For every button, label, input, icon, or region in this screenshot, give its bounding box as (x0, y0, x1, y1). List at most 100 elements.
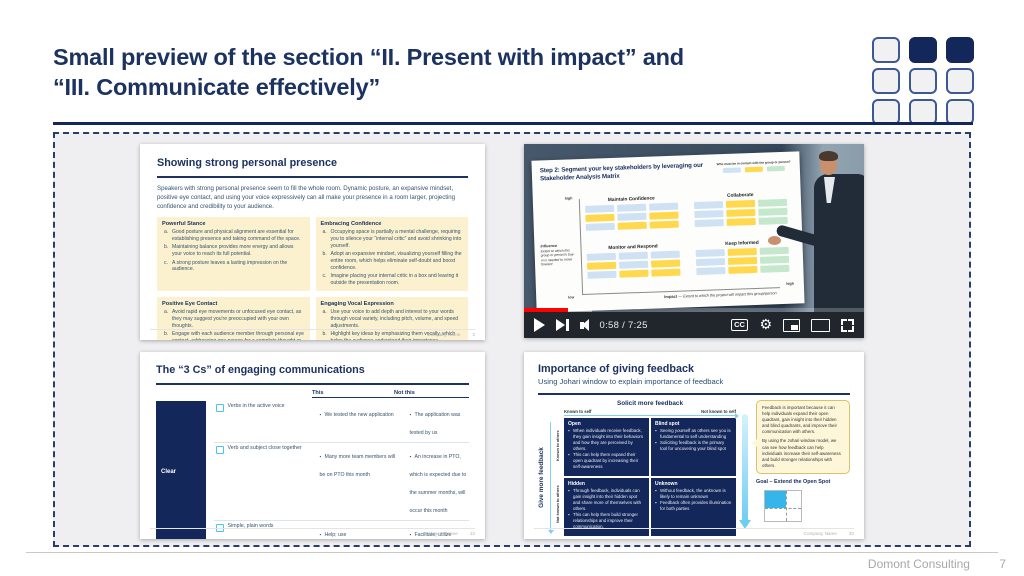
miniplayer-icon[interactable] (783, 318, 800, 332)
decor-square (909, 99, 937, 125)
item-text: Avoid rapid eye movements or unfocused e… (172, 309, 302, 329)
bullet: Many more team members will be on PTO th… (320, 454, 396, 478)
page-title: Small preview of the section “II. Presen… (53, 42, 823, 102)
company-name: Company Name (427, 332, 461, 337)
table-row: Verb and subject close together Many mor… (214, 441, 470, 520)
callout-paragraph: By using the Johari window model, we can… (762, 438, 841, 468)
feedback-subtitle: Using Johari window to explain importanc… (538, 377, 724, 386)
preview-presence-slide: Showing strong personal presence Speaker… (140, 144, 485, 340)
footer-page-number: 7 (999, 557, 1006, 571)
y-axis-title: Influence Extent to which this group or p… (540, 243, 575, 267)
matrix-quadrants: Maintain Confidence Collaborate Monitor … (581, 192, 794, 294)
decor-square-filled (909, 37, 937, 63)
play-icon[interactable] (534, 318, 545, 332)
legend-chip-blue (722, 167, 741, 174)
item-letter: b. (322, 251, 327, 258)
table-header: This Not this (156, 390, 469, 398)
solicit-more-feedback-label: Solicit more feedback (616, 399, 684, 407)
trait-cell: Simple, plain words (227, 523, 274, 530)
box-title: Engaging Vocal Expression (320, 301, 394, 308)
volume-icon[interactable] (579, 319, 589, 331)
item-text: Good posture and physical alignment are … (172, 229, 301, 242)
video-controls: 0:58 / 7:25 CC ⚙ (524, 312, 864, 338)
y-axis-low-label: low (568, 295, 575, 300)
video-progress-bar[interactable] (524, 308, 864, 312)
decor-square (872, 68, 900, 94)
list-item: a. Good posture and physical alignment ar… (162, 229, 305, 243)
list-item: b. Maintaining balance provides more ener… (162, 244, 305, 258)
video-frame: Step 2: Segment your key stakeholders by… (524, 144, 864, 312)
box-title: Powerful Stance (162, 221, 206, 228)
stakeholder-cards (581, 200, 683, 231)
preview-area: Showing strong personal presence Speaker… (53, 132, 971, 547)
preview-feedback-slide: Importance of giving feedback Using Joha… (524, 352, 864, 539)
item-text: Use your voice to add depth and interest… (330, 309, 459, 329)
column-header-this: This (312, 390, 394, 398)
video-player[interactable]: Step 2: Segment your key stakeholders by… (524, 144, 864, 338)
theater-mode-icon[interactable] (811, 318, 830, 332)
item-letter: b. (322, 331, 327, 338)
trait-cell: Verb and subject close together (227, 445, 302, 452)
quadrant-keep-informed: Keep Informed (691, 239, 794, 290)
checkbox-icon (216, 404, 224, 412)
not-known-to-self-label: Not known to self (701, 408, 736, 414)
item-letter: a. (164, 309, 169, 316)
grid-line (765, 507, 801, 509)
list-item: b. Highlight key ideas by emphasizing the… (321, 331, 464, 340)
quadrant-title: Hidden (568, 481, 585, 488)
item-letter: a. (322, 229, 327, 236)
decor-squares-grid (872, 37, 974, 125)
item-letter: b. (164, 331, 169, 338)
feedback-callout: Feedback is important because it can hel… (751, 399, 850, 475)
bullet: An increase in PTO, which is expected du… (410, 454, 467, 514)
bullet: Through feedback, individuals can gain i… (568, 488, 645, 512)
bullet: Facilitate; utilize (410, 532, 452, 538)
item-letter: a. (322, 309, 327, 316)
this-cell: Help; use (320, 523, 410, 539)
column-header-not-this: Not this (394, 390, 469, 398)
fullscreen-icon[interactable] (841, 318, 854, 332)
stakeholder-cards (583, 248, 685, 279)
captions-icon[interactable]: CC (730, 318, 749, 332)
johari-window: Give more feedback Known to others Not k… (538, 399, 850, 537)
list-item: c. A strong posture leaves a lasting impr… (162, 260, 305, 274)
quadrant-title: Unknown (655, 481, 678, 488)
item-text: Engage with each audience member through… (172, 331, 304, 340)
item-letter: b. (164, 244, 169, 251)
x-axis-label: Impact (664, 293, 678, 300)
known-to-others-label: Known to others (555, 430, 560, 461)
item-text: Adopt an expansive mindset, visualizing … (330, 251, 462, 271)
header-spacer (156, 390, 312, 398)
stakeholder-matrix: high low high Influence Extent to which t… (540, 192, 797, 309)
list-item: b. Engage with each audience member throu… (162, 331, 305, 340)
page-number: 32 (848, 531, 854, 536)
divider (538, 393, 850, 395)
settings-gear-icon[interactable]: ⚙ (759, 317, 772, 333)
give-more-feedback-label: Give more feedback (538, 446, 545, 508)
not-this-cell: An increase in PTO, which is expected du… (410, 445, 470, 517)
presence-box-embracing-confidence: Embracing Confidence a. Occupying space i… (315, 217, 468, 292)
x-axis-sub: Extent to which the project will impact … (683, 291, 777, 299)
item-text: Highlight key ideas by emphasizing them … (330, 331, 456, 340)
trait-cell: Verbs in the active voice (227, 403, 285, 410)
y-axis-high-label: high (564, 196, 573, 201)
decor-square (946, 68, 974, 94)
grid-line (785, 491, 787, 522)
next-icon[interactable] (556, 319, 569, 331)
table-row: Verbs in the active voice We tested the … (214, 401, 469, 442)
page-title-line1: Small preview of the section “II. Presen… (53, 44, 684, 70)
presence-title: Showing strong personal presence (157, 157, 337, 169)
group-clear: Clear Verbs in the active voice We teste… (156, 400, 470, 539)
list-item: a. Avoid rapid eye movements or unfocused… (162, 309, 305, 330)
preview-footer: Company Name 2 (150, 329, 475, 337)
footer-divider (26, 552, 998, 553)
presenter-shirt (824, 177, 835, 203)
item-text: Imagine placing your internal critic in … (330, 273, 459, 287)
quadrant-blind-spot: Blind spot Seeing yourself as others see… (651, 418, 736, 477)
decor-square (909, 68, 937, 94)
divider (157, 176, 468, 178)
bullet: Feedback often provides illumination for… (655, 500, 732, 512)
list-item: b. Adopt an expansive mindset, visualizin… (321, 251, 464, 272)
y-axis-sub: Extent to which this group or person's b… (540, 248, 575, 267)
list-item: a. Occupying space is partially a mental … (321, 229, 464, 250)
